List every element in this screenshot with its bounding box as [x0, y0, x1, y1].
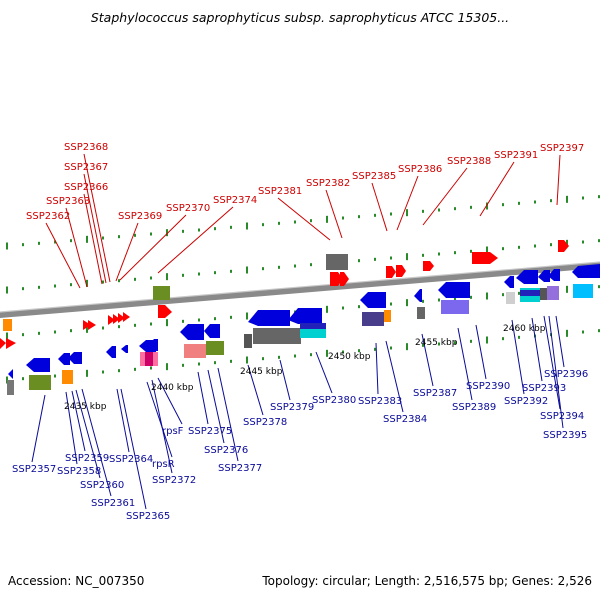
gene-label: SSP2395 [543, 430, 587, 441]
ruler-label: 2435 kbp [64, 402, 107, 412]
gene-label: SSP2376 [204, 445, 248, 456]
gene-label: SSP2365 [126, 511, 170, 522]
gene-label: SSP2361 [91, 498, 135, 509]
gene-label: SSP2367 [64, 162, 108, 173]
gene-label: SSP2384 [383, 414, 427, 425]
ruler-label: 2440 kbp [151, 383, 194, 393]
gene-label: SSP2383 [358, 396, 402, 407]
gene-features [0, 240, 600, 395]
gene-label: SSP2381 [258, 186, 302, 197]
gene-label: SSP2392 [504, 396, 548, 407]
gene-label: SSP2394 [540, 411, 584, 422]
gene-label: SSP2360 [80, 480, 124, 491]
ruler-label: 2460 kbp [503, 324, 546, 334]
gene-label: SSP2396 [544, 369, 588, 380]
genome-summary-text: Topology: circular; Length: 2,516,575 bp… [262, 574, 592, 588]
gene-label: SSP2374 [213, 195, 257, 206]
gene-label: SSP2387 [413, 388, 457, 399]
genome-axis [0, 261, 600, 318]
ruler-label: 2445 kbp [240, 367, 283, 377]
gene-label: SSP2389 [452, 402, 496, 413]
gene-label: rpsF [162, 426, 184, 437]
accession-text: Accession: NC_007350 [8, 574, 145, 588]
gene-label: SSP2385 [352, 171, 396, 182]
gene-label: SSP2379 [270, 402, 314, 413]
gene-label: SSP2393 [522, 383, 566, 394]
label-leader-lines [31, 153, 565, 510]
gene-label: SSP2372 [152, 475, 196, 486]
gene-label: SSP2375 [188, 426, 232, 437]
gene-label: SSP2386 [398, 164, 442, 175]
gene-label: SSP2390 [466, 381, 510, 392]
gene-label: SSP2358 [57, 466, 101, 477]
gene-label: SSP2362 [26, 211, 70, 222]
ruler-label: 2455 kbp [415, 338, 458, 348]
genome-title: Staphylococcus saprophyticus subsp. sapr… [90, 10, 510, 25]
ruler-labels: 2435 kbp 2440 kbp 2445 kbp 2450 kbp 2455 kbp… [64, 324, 546, 412]
gene-label: SSP2370 [166, 203, 210, 214]
gene-label: SSP2377 [218, 463, 262, 474]
gene-label: SSP2366 [64, 182, 108, 193]
gene-label: SSP2382 [306, 178, 350, 189]
gene-label: SSP2364 [109, 454, 153, 465]
gene-label: SSP2391 [494, 150, 538, 161]
gene-label: SSP2388 [447, 156, 491, 167]
ruler-label: 2450 kbp [328, 352, 371, 362]
gene-labels: SSP2368 SSP2367 SSP2366 SSP2363 SSP2362 SSP23… [12, 142, 588, 522]
gene-label: SSP2368 [64, 142, 108, 153]
gene-label: SSP2369 [118, 211, 162, 222]
gene-label: SSP2378 [243, 417, 287, 428]
gene-label: SSP2380 [312, 395, 356, 406]
gene-label: SSP2397 [540, 143, 584, 154]
gene-label: SSP2359 [65, 453, 109, 464]
gene-label: SSP2363 [46, 196, 90, 207]
gene-label: SSP2357 [12, 464, 56, 475]
gene-label: rpsR [152, 459, 175, 470]
